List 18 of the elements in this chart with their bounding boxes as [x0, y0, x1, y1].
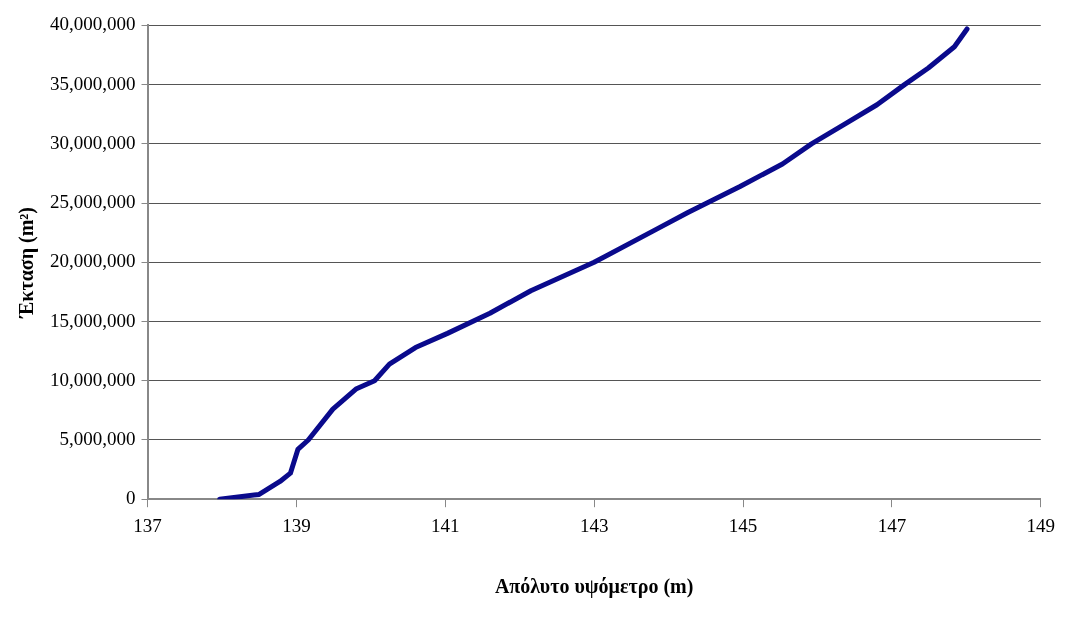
- x-tick-label: 145: [728, 514, 758, 536]
- x-tick-label: 143: [579, 514, 609, 536]
- y-tick-label: 0: [126, 487, 136, 509]
- y-tick-label: 5,000,000: [59, 427, 136, 449]
- x-tick-label: 149: [1026, 514, 1055, 536]
- y-tick-label: 10,000,000: [50, 368, 136, 390]
- x-tick-label: 139: [282, 514, 311, 536]
- x-tick-label: 137: [133, 514, 162, 536]
- y-tick-label: 25,000,000: [50, 191, 136, 213]
- x-axis-title: Απόλυτο υψόμετρο (m): [494, 575, 694, 599]
- y-tick-label: 20,000,000: [50, 250, 136, 272]
- x-tick-label: 141: [431, 514, 460, 536]
- y-tick-label: 30,000,000: [50, 131, 136, 153]
- x-tick-label: 147: [877, 514, 907, 536]
- y-tick-label: 15,000,000: [50, 309, 136, 331]
- y-tick-label: 40,000,000: [50, 13, 136, 35]
- y-axis-title: Έκταση (m²): [15, 206, 39, 319]
- y-tick-label: 35,000,000: [50, 72, 136, 94]
